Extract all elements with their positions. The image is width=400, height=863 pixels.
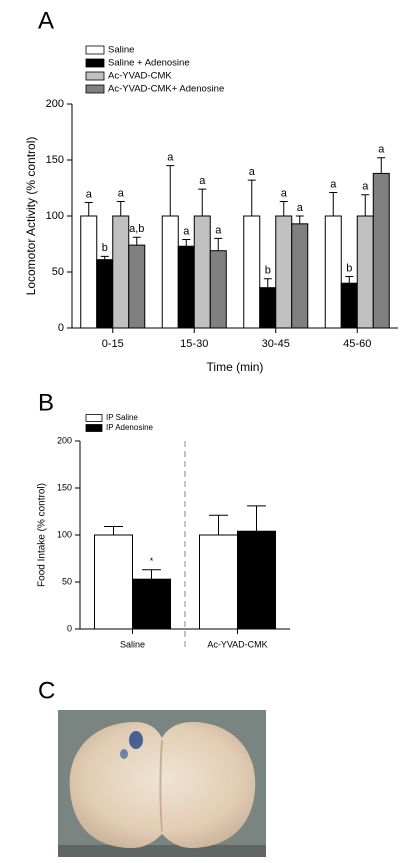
error-bar (100, 255, 109, 260)
error-bar (84, 202, 93, 216)
bar (237, 530, 276, 630)
significance-label: a (215, 224, 222, 236)
panel-label: A (38, 7, 54, 34)
error-bar (214, 237, 223, 251)
significance-label: a (362, 181, 369, 193)
significance-label: a (249, 166, 256, 178)
error-bar (247, 179, 256, 216)
significance-label: a (199, 175, 206, 187)
bar (96, 259, 114, 329)
y-tick-label: 50 (52, 266, 64, 278)
significance-label: a (297, 202, 304, 214)
legend-swatch (85, 45, 105, 55)
x-tick-label: Ac-YVAD-CMK (207, 639, 267, 649)
y-axis-label: Locomotor Activity (% control) (24, 137, 38, 296)
significance-label: a (86, 188, 93, 200)
y-tick-label: 100 (46, 210, 64, 222)
bar (177, 245, 195, 329)
error-bar (279, 200, 288, 216)
brain-slice (69, 722, 256, 849)
bar (132, 578, 171, 630)
error-bar (116, 200, 125, 216)
y-tick-label: 50 (62, 576, 72, 586)
error-bar (142, 569, 161, 580)
legend-swatch (85, 424, 103, 432)
error-bar (377, 157, 386, 174)
legend-label: IP Saline (106, 413, 138, 422)
error-bar (132, 236, 141, 246)
significance-label: a (118, 187, 125, 199)
bar (94, 534, 133, 630)
legend-label: Saline + Adenosine (108, 58, 190, 69)
x-tick-label: 0-15 (102, 338, 124, 350)
error-bar (209, 514, 228, 535)
panel-label: C (38, 677, 55, 704)
bar (275, 215, 293, 329)
bar (356, 215, 374, 329)
bar (324, 215, 342, 329)
significance-label: a (330, 178, 337, 190)
x-tick-label: 15-30 (180, 338, 208, 350)
legend-label: Ac-YVAD-CMK+ Adenosine (108, 84, 224, 95)
significance-label: * (150, 556, 154, 566)
error-bar (182, 239, 191, 247)
bar (372, 172, 390, 329)
error-bar (345, 275, 354, 284)
y-tick-label: 0 (58, 322, 64, 334)
bar (291, 223, 309, 329)
bar (193, 215, 211, 329)
significance-label: a (281, 187, 288, 199)
y-tick-label: 150 (46, 154, 64, 166)
y-tick-label: 100 (57, 529, 72, 539)
error-bar (361, 194, 370, 216)
bar (199, 534, 238, 630)
photo-floor (58, 845, 266, 857)
legend-swatch (85, 58, 105, 68)
x-tick-label: Saline (120, 639, 145, 649)
bar (340, 282, 358, 329)
error-bar (198, 188, 207, 216)
significance-label: a,b (129, 223, 144, 235)
y-tick-label: 0 (67, 623, 72, 633)
y-tick-label: 150 (57, 482, 72, 492)
legend-swatch (85, 84, 105, 94)
error-bar (104, 526, 123, 535)
legend-label: IP Adenosine (106, 423, 154, 432)
dye-spot (129, 731, 143, 749)
x-axis-label: Time (min) (207, 360, 264, 374)
bar (161, 215, 179, 329)
y-tick-label: 200 (46, 98, 64, 110)
brain-photo (58, 710, 266, 857)
midline (159, 739, 163, 833)
bar (259, 287, 277, 329)
bar (80, 215, 98, 329)
significance-label: b (265, 265, 271, 277)
significance-label: a (167, 152, 174, 164)
legend-swatch (85, 414, 103, 422)
error-bar (329, 191, 338, 216)
bar (243, 215, 261, 329)
error-bar (166, 165, 175, 216)
y-axis-label: Food Intake (% control) (37, 483, 48, 587)
x-tick-label: 30-45 (262, 338, 290, 350)
legend-swatch (85, 71, 105, 81)
bar (128, 244, 146, 329)
significance-label: a (183, 225, 190, 237)
panel-label: B (38, 389, 54, 416)
legend-label: Saline (108, 45, 134, 56)
error-bar (247, 505, 266, 532)
bar (112, 215, 130, 329)
x-tick-label: 45-60 (343, 338, 371, 350)
y-tick-label: 200 (57, 435, 72, 445)
dye-spot (120, 749, 128, 759)
significance-label: b (102, 242, 108, 254)
error-bar (263, 278, 272, 288)
error-bar (295, 215, 304, 224)
significance-label: b (346, 262, 352, 274)
legend-label: Ac-YVAD-CMK (108, 71, 172, 82)
bar (209, 250, 227, 329)
significance-label: a (378, 144, 385, 156)
